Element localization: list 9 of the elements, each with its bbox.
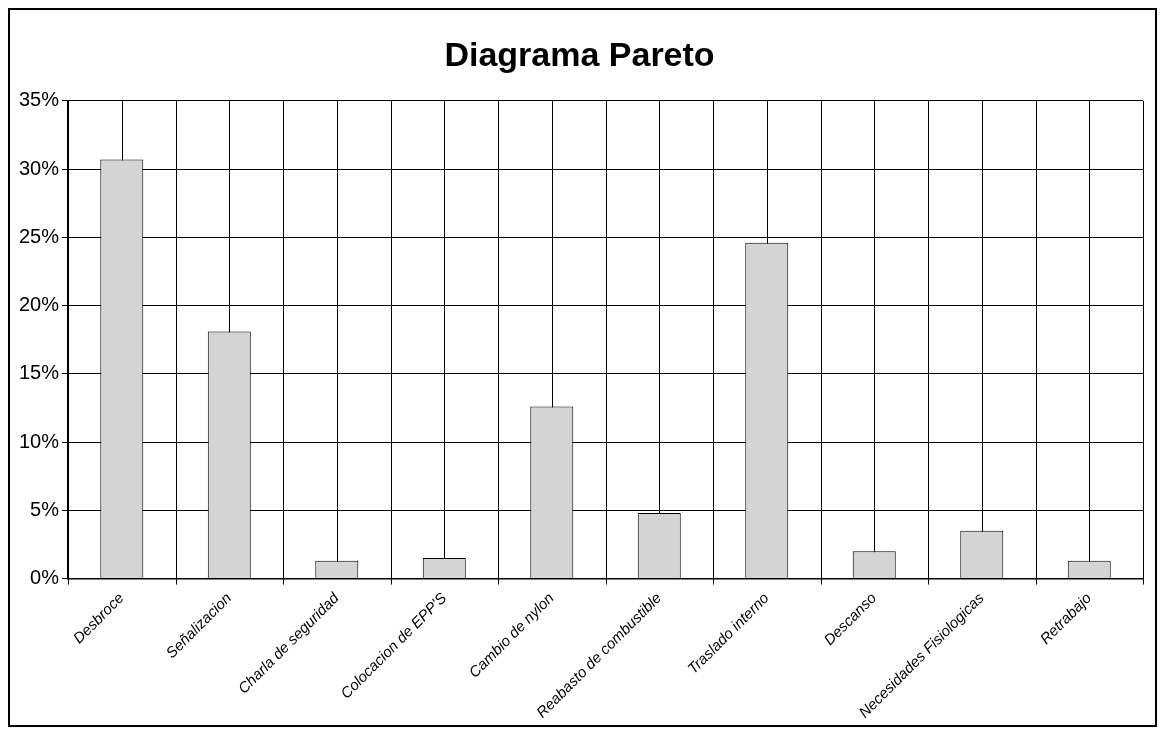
y-tick-label: 0% (30, 566, 60, 589)
y-tick-label: 30% (19, 156, 60, 179)
y-tick-label: 35% (19, 88, 60, 111)
chart-title: Diagrama Pareto (444, 34, 715, 73)
y-tick-label: 20% (19, 293, 60, 316)
y-tick-label: 15% (19, 361, 60, 384)
y-tick-label: 25% (19, 224, 60, 247)
y-tick-label: 10% (19, 429, 60, 452)
y-tick-label: 5% (30, 497, 60, 520)
